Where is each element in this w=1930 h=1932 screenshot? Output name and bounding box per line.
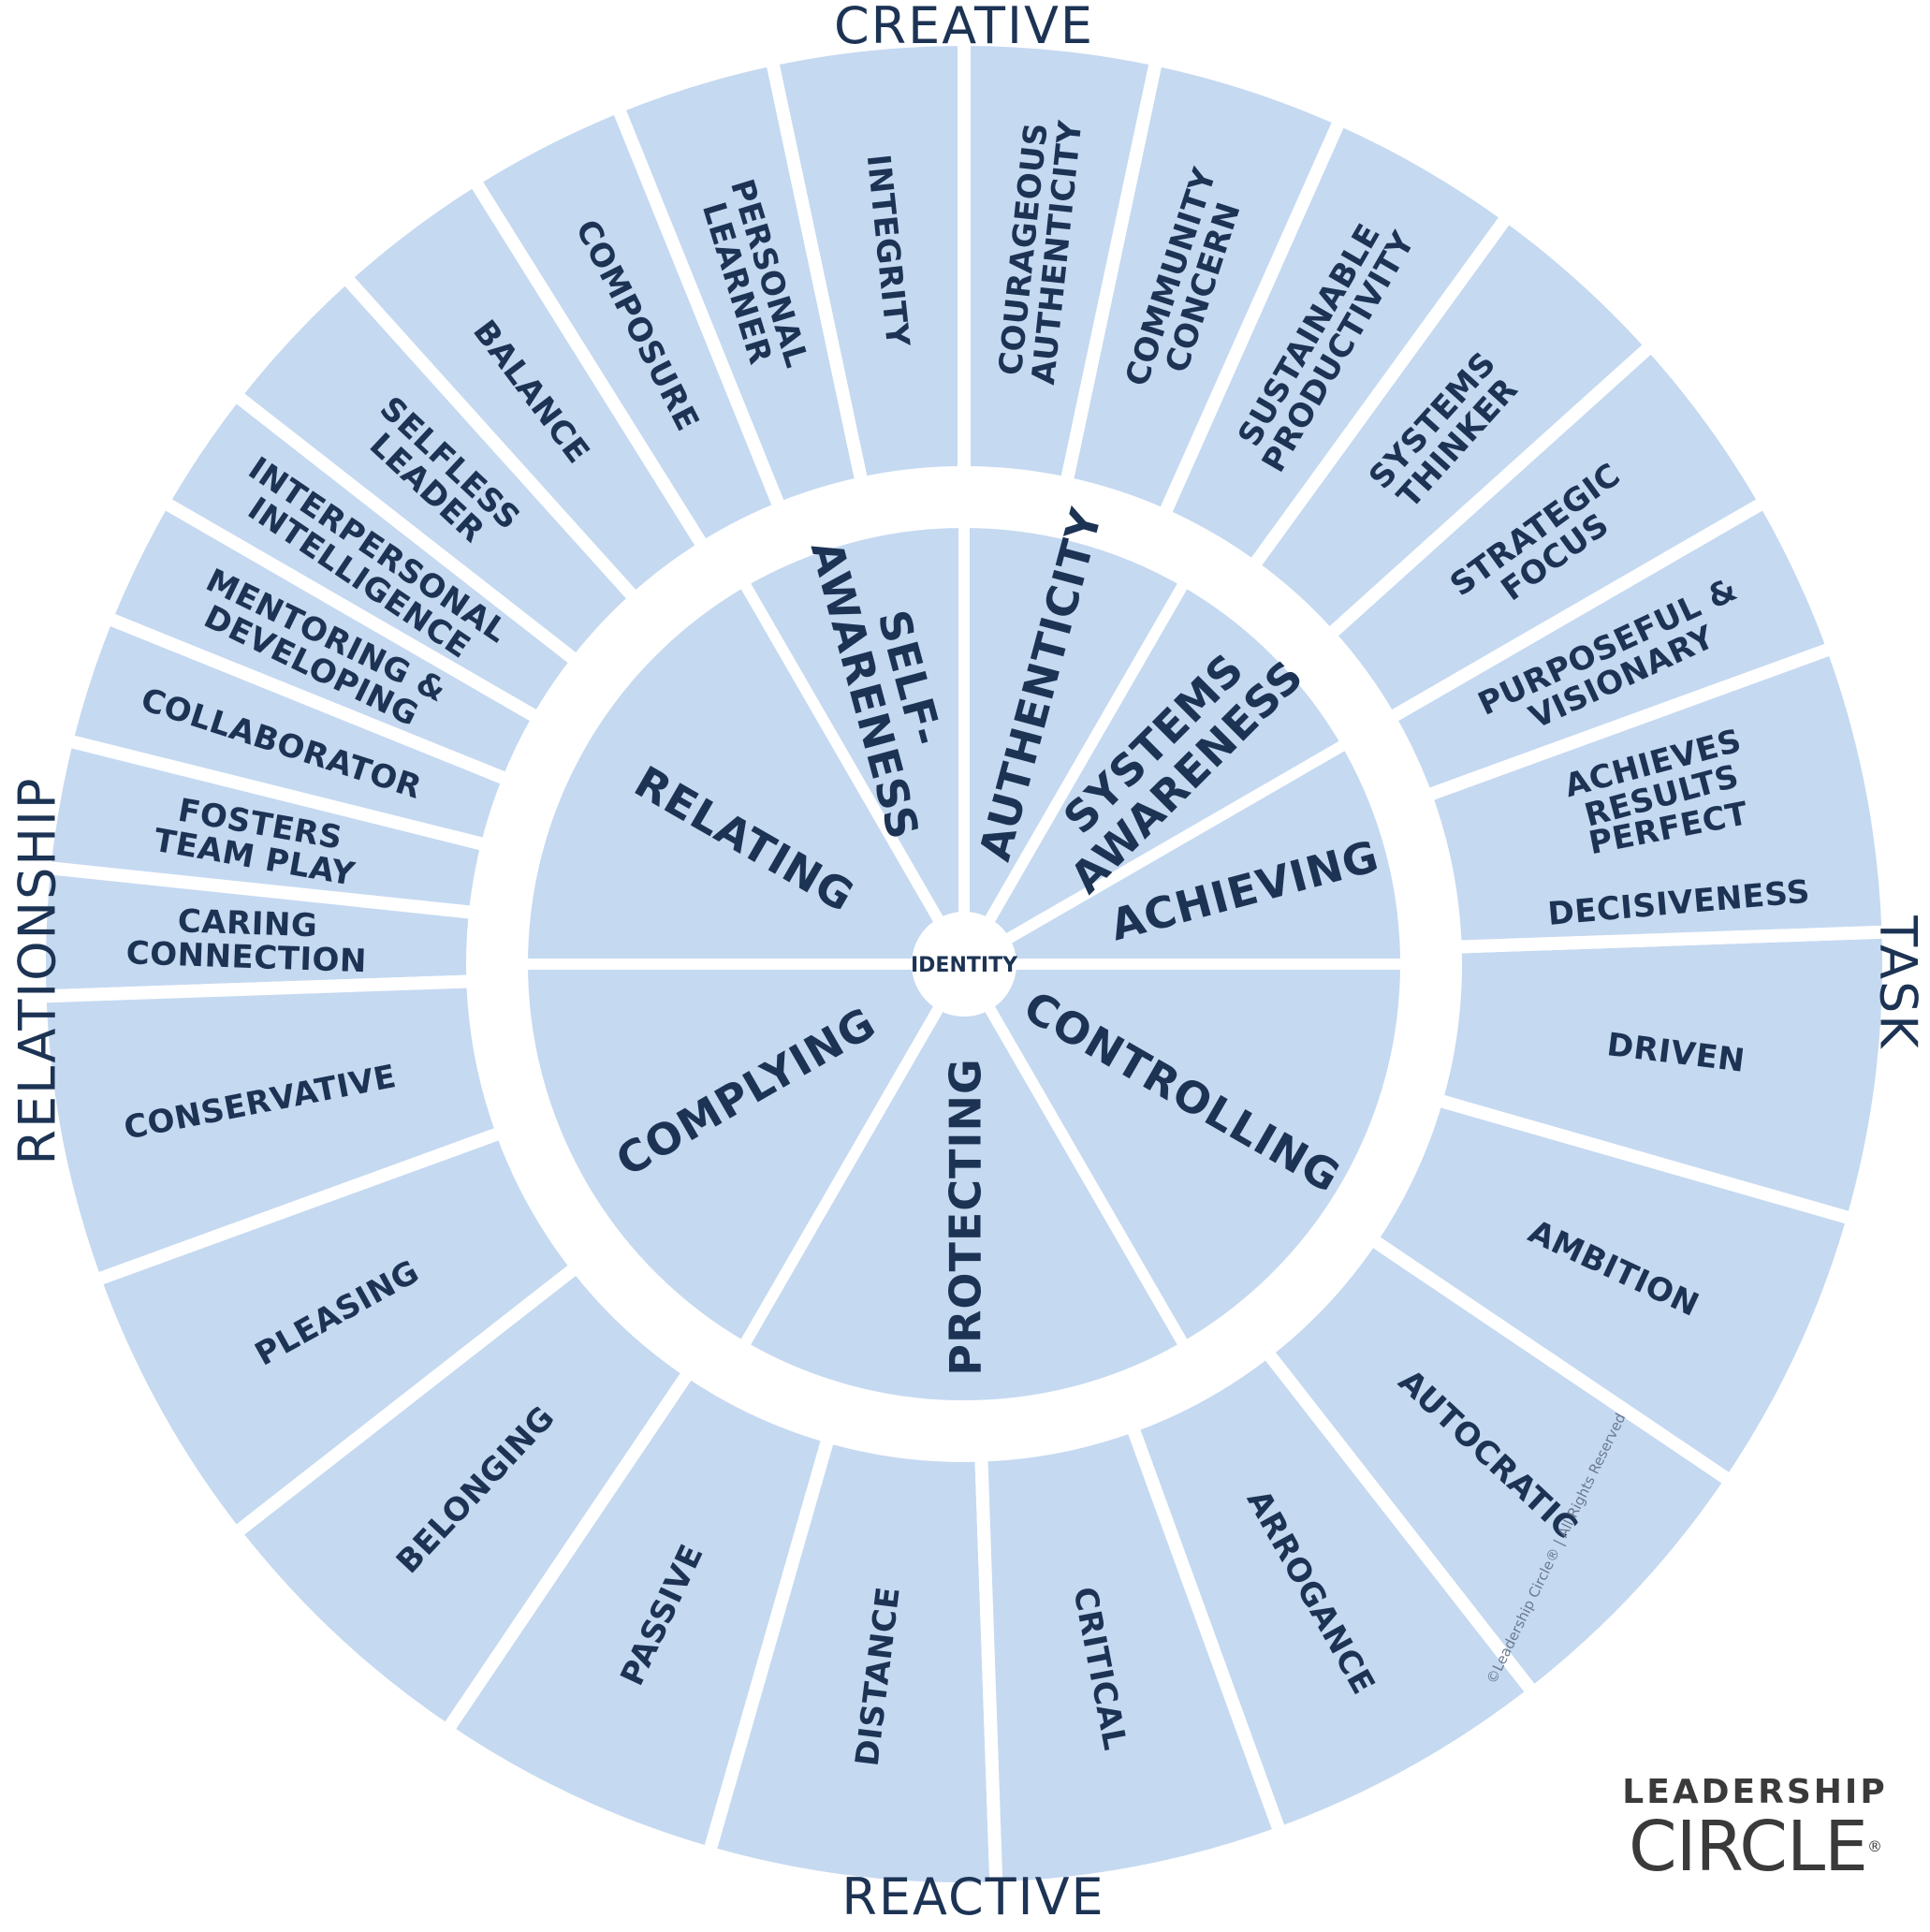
logo-line-1: LEADERSHIP	[1622, 1773, 1888, 1811]
outer-segment-perfect	[1417, 639, 1895, 954]
quadrant-label-creative: CREATIVE	[833, 0, 1095, 55]
inner-ring	[516, 516, 1412, 1412]
inner-segment-controlling	[979, 959, 1412, 1354]
hub-circle	[921, 921, 1007, 1007]
inner-segment-systems-awareness	[979, 574, 1354, 949]
outer-label-achieves-results: ACHIEVESRESULTS	[1560, 722, 1754, 838]
inner-segment-authenticity	[958, 516, 1193, 931]
hub-label: IDENTITY	[911, 954, 1018, 977]
outer-label-caring-connection: CARINGCONNECTION	[125, 900, 369, 980]
inner-label-protecting: PROTECTING	[941, 1058, 991, 1376]
logo-line-2: CIRCLE®	[1619, 1811, 1891, 1882]
outer-ring	[33, 32, 1896, 1895]
quadrant-label-relationship: RELATIONSHIP	[7, 776, 67, 1165]
inner-segment-relating	[516, 574, 949, 970]
inner-segment-achieving	[997, 735, 1412, 970]
inner-segment-protecting	[735, 997, 1193, 1412]
logo-registered-mark: ®	[1866, 1837, 1882, 1855]
inner-segment-self-awareness	[735, 516, 970, 931]
logo-wordmark: CIRCLE	[1629, 1807, 1868, 1887]
quadrant-label-reactive: REACTIVE	[841, 1867, 1105, 1926]
quadrant-label-task: TASK	[1868, 915, 1928, 1050]
leadership-circle-logo: LEADERSHIP CIRCLE®	[1619, 1773, 1891, 1883]
inner-segment-complying	[516, 959, 949, 1354]
